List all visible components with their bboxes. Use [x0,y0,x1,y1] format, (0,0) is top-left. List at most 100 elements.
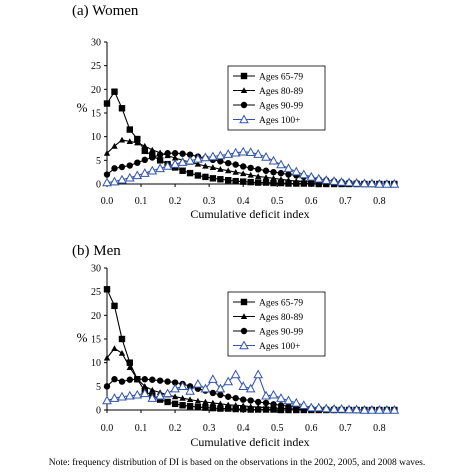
data-point [208,374,218,383]
data-point [223,376,234,386]
data-point [253,149,264,158]
data-point [344,404,354,414]
data-point [194,172,202,179]
data-point [141,147,148,155]
chart-panel-2: (b) Men 0 5 10 15 20 25 30 0.0 0.1 0.2 0.3 0.4 0.5 0.6… [72,243,400,449]
data-point [389,178,400,188]
data-point [283,163,294,173]
data-point [225,167,232,174]
data-point [270,168,277,176]
data-point [102,177,112,187]
data-point [202,398,209,405]
data-point [329,404,339,413]
data-point [141,383,148,389]
data-point [109,176,120,186]
legend-marker [240,72,248,80]
data-point [254,173,262,179]
data-point [156,396,164,403]
data-point [247,406,254,413]
data-point [261,151,271,161]
legend-label: Ages 65-79 [259,299,303,309]
data-point [185,386,195,395]
data-point [217,158,224,165]
data-point [277,169,285,177]
data-point [202,173,209,181]
data-point [156,151,164,158]
data-point [232,402,239,408]
data-point [186,403,194,410]
x-tick-label: 0.8 [373,423,386,434]
data-point [268,155,279,165]
data-point [306,171,317,181]
series-ages-100- [102,146,400,188]
y-tick-label: 15 [91,109,101,120]
data-point [245,147,256,156]
data-point [209,175,217,182]
legend-marker [239,114,249,124]
data-point [185,155,195,165]
data-point [223,149,234,158]
x-tick-label: 0.2 [169,423,182,434]
data-point [262,179,270,186]
x-tick-label: 0.3 [203,423,216,434]
data-point [239,402,247,409]
data-point [262,174,270,180]
y-tick-label: 10 [91,358,101,369]
y-tick-label: 15 [91,335,101,346]
data-point [141,142,148,149]
legend-label: Ages 100+ [259,116,301,126]
data-point [351,178,362,187]
data-point [238,146,249,156]
data-point [253,369,264,379]
data-point [111,142,118,149]
data-point [103,286,111,293]
data-point [200,152,211,162]
data-point [171,150,179,157]
x-tick-label: 0.2 [169,196,182,207]
legend-marker [240,327,248,335]
data-point [102,395,112,405]
y-tick-label: 0 [96,180,101,191]
data-point [118,378,126,385]
data-point [262,404,270,411]
x-tick-label: 0.8 [373,196,386,207]
data-point [117,174,127,184]
data-point [262,167,270,174]
data-point [164,398,171,406]
data-point [300,178,307,185]
data-point [194,160,202,167]
data-point [177,381,188,391]
data-point [351,404,362,414]
data-point [215,150,226,160]
data-point [232,177,239,185]
data-point [232,394,239,402]
legend-marker [240,313,248,320]
data-point [103,171,111,178]
data-point [359,178,370,188]
data-point [164,378,171,385]
data-point [134,139,141,146]
data-point [276,393,286,402]
data-point [247,178,254,186]
data-point [230,147,241,157]
x-tick-label: 0.1 [135,196,148,207]
data-point [103,150,111,156]
data-point [179,150,186,157]
data-point [270,401,277,408]
data-point [268,389,279,399]
data-point [239,405,247,413]
data-point [382,404,392,414]
data-point [209,404,217,412]
data-point [308,178,315,185]
data-point [132,389,143,399]
legend-label: Ages 80-89 [259,87,303,97]
data-point [149,154,156,161]
x-tick-label: 0.6 [305,423,318,434]
data-point [132,170,143,180]
data-point [232,405,239,413]
data-point [118,105,126,112]
data-point [254,398,262,406]
data-point [285,403,292,410]
data-point [285,171,292,178]
legend-label: Ages 65-79 [259,73,303,83]
